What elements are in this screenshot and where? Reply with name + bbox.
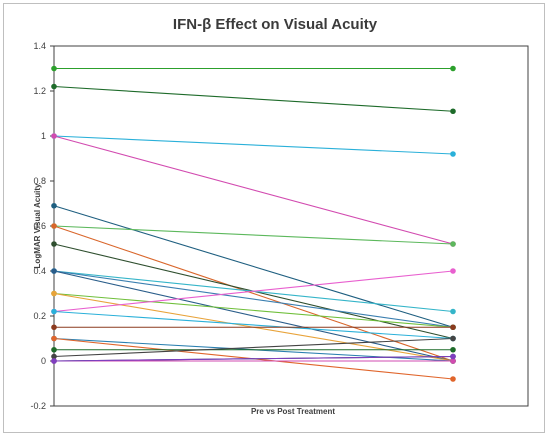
series-19-point-post [450,346,456,353]
y-tick-label: 0.4 [33,266,46,276]
series-lines [53,67,454,380]
series-1-point-post [450,65,456,72]
series-22-point-post [450,358,456,364]
series-16-point-pre [51,324,57,331]
series-13-point-pre [51,290,57,297]
y-tick-label: 0 [41,356,46,366]
series-3-point-post [450,151,456,157]
chart-title: IFN-β Effect on Visual Acuity [172,16,378,33]
series-2-point-post [450,108,456,115]
series-line-2 [53,85,454,112]
x-axis-title: Pre vs Post Treatment [251,407,335,416]
series-18-point-post [450,376,456,382]
series-line-5 [53,205,454,328]
series-line-3 [53,135,454,155]
series-20-point-pre [51,353,57,360]
y-tick-label: 0.6 [33,221,46,231]
series-2-point-pre [51,83,57,90]
series-8-point-pre [51,241,57,247]
series-line-11 [53,270,454,362]
y-tick-label: -0.2 [30,401,46,411]
series-23-point-post [450,353,456,360]
series-line-10 [53,270,454,328]
series-line-12 [53,292,454,328]
series-1-point-pre [51,65,57,72]
series-points [51,65,456,382]
y-tick-label: 1.2 [33,86,46,96]
series-line-6 [53,225,454,245]
y-tick-label: 1.4 [33,41,46,51]
y-tick-label: 1 [41,131,46,141]
series-16-point-post [450,324,456,331]
y-tick-label: 0.2 [33,311,46,321]
series-line-14 [53,270,454,313]
y-tick-label: 0.8 [33,176,46,186]
series-7-point-pre [51,223,57,229]
series-line-20 [53,337,454,358]
series-11-point-pre [51,268,57,274]
series-5-point-pre [51,202,57,209]
series-line-15 [53,310,454,340]
series-23-point-pre [51,358,57,364]
series-6-point-post [450,241,456,247]
series-15-point-pre [51,308,57,315]
series-9-point-post [450,308,456,315]
series-line-7 [53,225,454,362]
series-18-point-pre [51,335,57,342]
series-14-point-post [450,268,456,274]
series-19-point-pre [51,346,57,353]
series-line-23 [53,355,454,362]
series-4-point-pre [51,133,57,139]
series-line-4 [53,135,454,245]
y-axis-title: LogMAR Visual Acuity [33,183,42,268]
series-20-point-post [450,335,456,342]
